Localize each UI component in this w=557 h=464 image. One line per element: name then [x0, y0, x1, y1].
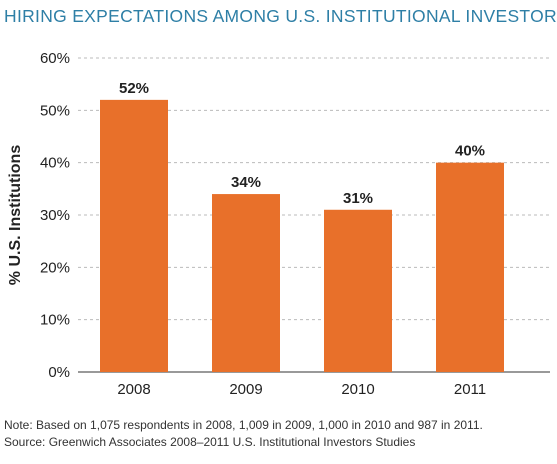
bar	[436, 162, 504, 372]
bar	[100, 99, 168, 372]
data-label: 31%	[343, 190, 373, 207]
y-tick-label: 40%	[40, 155, 70, 172]
y-axis-title: % U.S. Institutions	[7, 145, 24, 286]
x-tick-label: 2009	[229, 381, 262, 398]
y-tick-label: 10%	[40, 312, 70, 329]
bar	[324, 209, 392, 372]
x-tick-label: 2008	[117, 381, 150, 398]
y-tick-label: 30%	[40, 207, 70, 224]
data-label: 40%	[455, 143, 485, 160]
source-text: Source: Greenwich Associates 2008–2011 U…	[4, 435, 416, 449]
data-label: 52%	[119, 80, 149, 97]
footnotes: Note: Based on 1,075 respondents in 2008…	[4, 417, 483, 451]
bar	[212, 194, 280, 372]
x-tick-label: 2010	[341, 381, 374, 398]
data-label: 34%	[231, 174, 261, 191]
y-tick-label: 50%	[40, 102, 70, 119]
x-tick-label: 2011	[454, 381, 486, 398]
y-tick-label: 0%	[48, 364, 70, 381]
y-tick-label: 20%	[40, 259, 70, 276]
note-text: Note: Based on 1,075 respondents in 2008…	[4, 418, 483, 432]
y-tick-label: 60%	[40, 50, 70, 67]
chart-title: HIRING EXPECTATIONS AMONG U.S. INSTITUTI…	[4, 6, 557, 26]
